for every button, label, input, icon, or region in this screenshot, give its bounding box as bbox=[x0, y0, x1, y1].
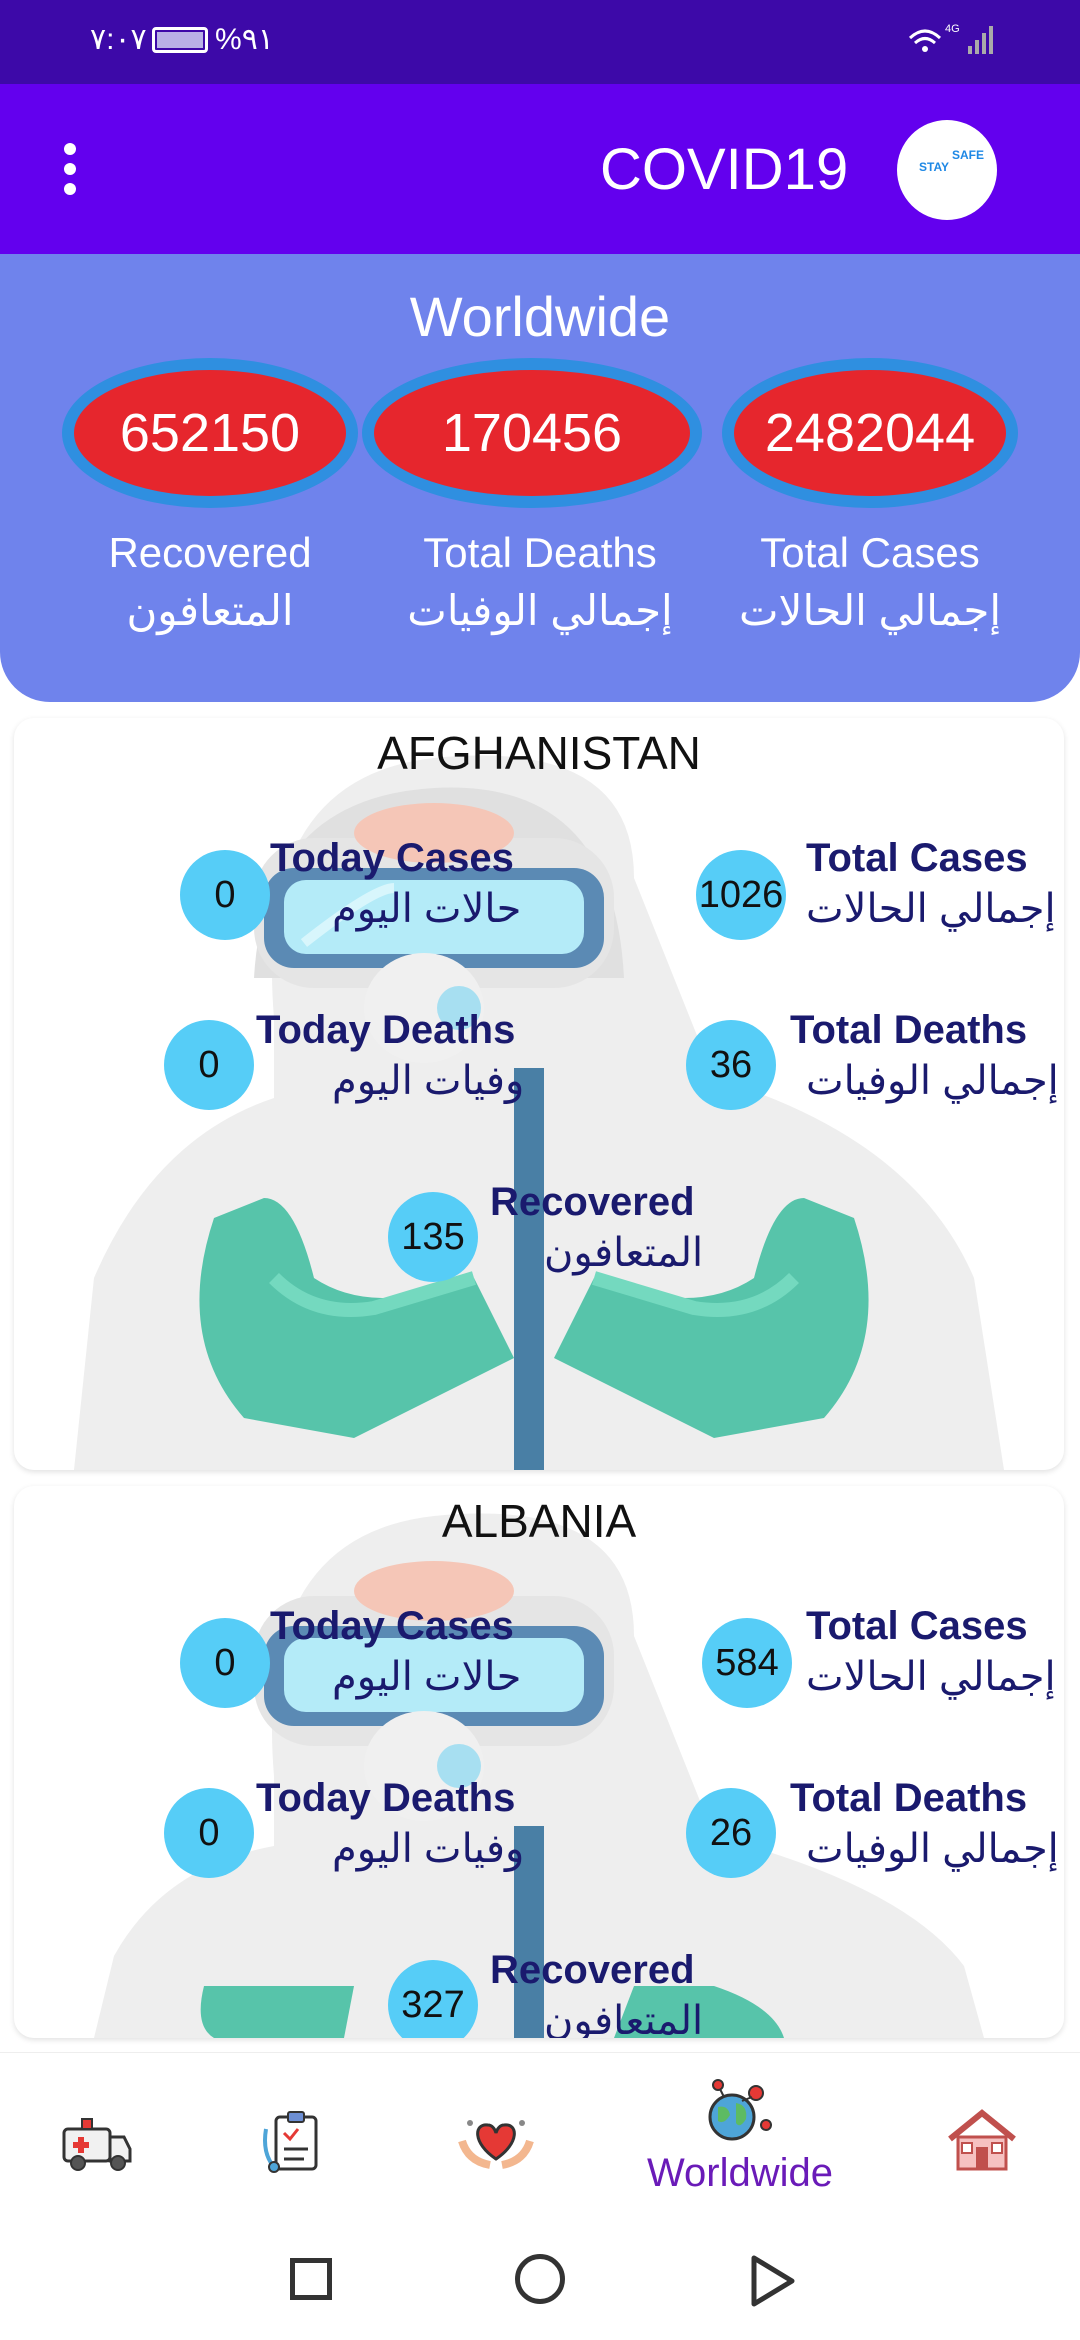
nav-label-worldwide: Worldwide bbox=[647, 2151, 833, 2195]
stay-safe-logo: STAY SAFE bbox=[897, 120, 997, 220]
home-button[interactable] bbox=[515, 2254, 565, 2304]
total-deaths-label-ar: إجمالي الوفيات bbox=[806, 1827, 1059, 1871]
recovered-label-ar: المتعافون bbox=[126, 587, 294, 634]
globe-virus-icon bbox=[708, 2079, 772, 2141]
total-cases-label-ar: إجمالي الحالات bbox=[738, 587, 1002, 634]
total-cases-label: Total Cases bbox=[760, 529, 980, 576]
system-navigation-bar bbox=[0, 2214, 1080, 2340]
today-cases-value: 0 bbox=[180, 850, 270, 940]
recovered-value: 327 bbox=[388, 1960, 478, 2038]
bottom-navigation: Worldwide bbox=[0, 2052, 1080, 2214]
total-cases-label-ar: إجمالي الحالات bbox=[806, 887, 1056, 931]
today-cases-label: Today Cases bbox=[270, 836, 514, 880]
today-deaths-value: 0 bbox=[164, 1020, 254, 1110]
heart-hands-icon bbox=[458, 2120, 534, 2169]
today-cases-label: Today Cases bbox=[270, 1604, 514, 1648]
recovered-label: Recovered bbox=[490, 1948, 695, 1992]
today-deaths-label-ar: وفيات اليوم bbox=[332, 1059, 525, 1103]
app-bar: COVID19 STAY SAFE bbox=[0, 84, 1080, 254]
total-deaths-label: Total Deaths bbox=[790, 1008, 1028, 1052]
today-cases-label-ar: حالات اليوم bbox=[332, 1655, 522, 1699]
healthcare-worker-illustration bbox=[14, 1486, 1064, 2038]
back-button[interactable] bbox=[748, 2254, 798, 2308]
country-name: ALBANIA bbox=[441, 1495, 637, 1547]
network-type: 4G bbox=[945, 23, 960, 35]
country-name: AFGHANISTAN bbox=[377, 727, 701, 779]
country-card[interactable]: ALBANIA 0 Today Cases حالات اليوم 584 To… bbox=[14, 1486, 1064, 2038]
recovered-label-ar: المتعافون bbox=[544, 1999, 704, 2038]
total-cases-label: Total Cases bbox=[806, 1604, 1028, 1648]
today-deaths-label-ar: وفيات اليوم bbox=[332, 1827, 525, 1871]
recovered-value: 652150 bbox=[62, 358, 358, 508]
recovered-label: Recovered bbox=[108, 529, 312, 576]
clipboard-icon bbox=[263, 2111, 318, 2173]
app-title: COVID19 bbox=[600, 137, 849, 202]
worldwide-panel: Worldwide 652150 170456 2482044 Recovere… bbox=[0, 254, 1080, 702]
recovered-label: Recovered bbox=[490, 1180, 695, 1224]
today-cases-value: 0 bbox=[180, 1618, 270, 1708]
total-deaths-value: 170456 bbox=[362, 358, 702, 508]
total-cases-value: 2482044 bbox=[722, 358, 1018, 508]
today-cases-label-ar: حالات اليوم bbox=[332, 887, 522, 931]
today-deaths-label: Today Deaths bbox=[256, 1008, 516, 1052]
nav-item-worldwide[interactable]: Worldwide bbox=[640, 2053, 840, 2215]
total-deaths-label-ar: إجمالي الوفيات bbox=[806, 1059, 1059, 1103]
house-icon bbox=[948, 2109, 1016, 2171]
total-cases-label-ar: إجمالي الحالات bbox=[806, 1655, 1056, 1699]
nav-item-care[interactable] bbox=[400, 2053, 600, 2215]
total-cases-value: 1026 bbox=[696, 850, 786, 940]
total-deaths-label: Total Deaths bbox=[790, 1776, 1028, 1820]
today-deaths-value: 0 bbox=[164, 1788, 254, 1878]
signal-icon: 4G bbox=[908, 23, 993, 54]
worldwide-heading: Worldwide bbox=[409, 285, 671, 348]
status-bar: ٧:٠٧ %٩١ 4G bbox=[0, 0, 1080, 84]
nav-item-ambulance[interactable] bbox=[0, 2053, 200, 2215]
nav-item-checkup[interactable] bbox=[200, 2053, 400, 2215]
total-deaths-label-ar: إجمالي الوفيات bbox=[407, 587, 673, 634]
status-time: ٧:٠٧ bbox=[90, 23, 147, 56]
recents-button[interactable] bbox=[290, 2258, 332, 2300]
ambulance-icon bbox=[62, 2118, 132, 2171]
battery-percent: %٩١ bbox=[215, 23, 274, 56]
battery-icon bbox=[152, 27, 208, 53]
total-deaths-label: Total Deaths bbox=[423, 529, 657, 576]
country-card[interactable]: AFGHANISTAN 0 Today Cases حالات اليوم 10… bbox=[14, 718, 1064, 1470]
total-deaths-value: 36 bbox=[686, 1020, 776, 1110]
today-deaths-label: Today Deaths bbox=[256, 1776, 516, 1820]
recovered-label-ar: المتعافون bbox=[544, 1231, 704, 1275]
total-cases-value: 584 bbox=[702, 1618, 792, 1708]
overflow-menu-icon[interactable] bbox=[48, 139, 98, 199]
nav-item-home[interactable] bbox=[880, 2053, 1080, 2215]
healthcare-worker-illustration bbox=[14, 718, 1064, 1470]
recovered-value: 135 bbox=[388, 1192, 478, 1282]
total-deaths-value: 26 bbox=[686, 1788, 776, 1878]
total-cases-label: Total Cases bbox=[806, 836, 1028, 880]
